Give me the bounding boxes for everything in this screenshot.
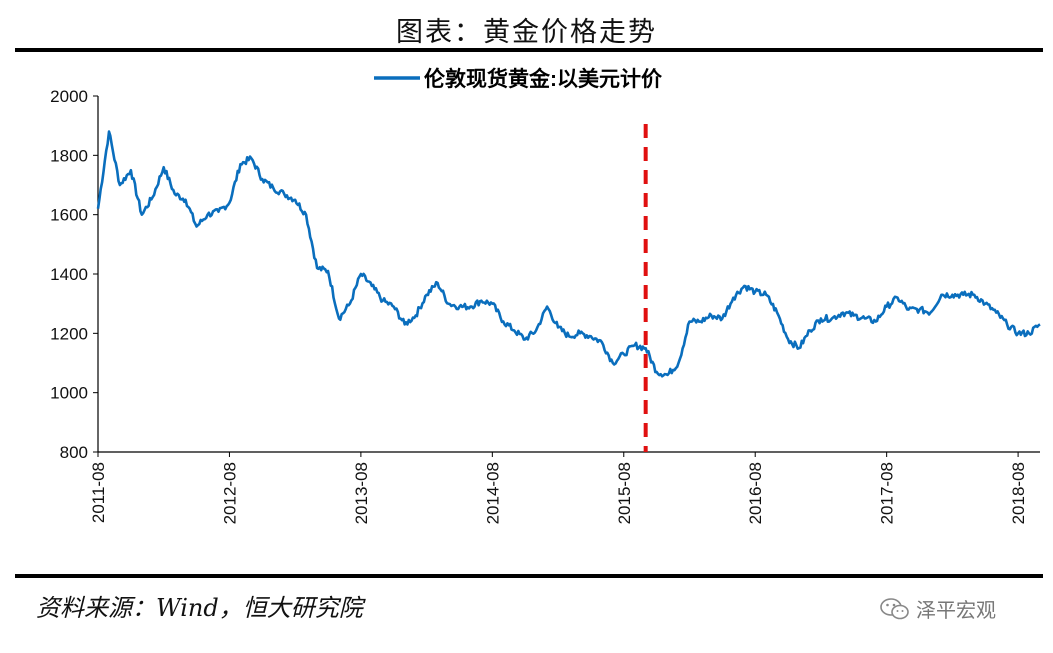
source-note: 资料来源：Wind，恒大研究院: [36, 594, 363, 622]
gold-price-chart: 伦敦现货黄金:以美元计价 800 1000 1200 1400 1600 1800 2000…: [50, 67, 1041, 524]
wechat-icon: [880, 597, 909, 619]
x-tick-label: 2016-08: [746, 462, 765, 524]
y-tick-label: 1600: [50, 206, 88, 225]
watermark-text: 泽平宏观: [916, 598, 996, 622]
y-tick-label: 1800: [50, 146, 88, 165]
watermark: 泽平宏观: [880, 594, 996, 623]
chart-title: 图表：黄金价格走势: [396, 17, 657, 48]
x-tick-label: 2015-08: [615, 462, 634, 524]
y-tick-label: 1200: [50, 324, 88, 343]
x-tick-label: 2012-08: [220, 462, 239, 524]
series-line-gold: [96, 130, 1041, 378]
axes: [97, 96, 1040, 453]
y-tick-label: 1400: [50, 265, 88, 284]
top-rule: [15, 48, 1043, 52]
y-tick-label: 800: [60, 443, 88, 462]
bottom-rule: [15, 574, 1043, 578]
x-tick-label: 2017-08: [878, 462, 897, 524]
legend: 伦敦现货黄金:以美元计价: [374, 67, 663, 91]
x-tick-label: 2014-08: [483, 462, 502, 524]
x-tick-label: 2018-08: [1009, 462, 1028, 524]
x-tick-label: 2011-08: [89, 462, 108, 523]
x-axis-ticks: 2011-08 2012-08 2013-08 2014-08 2015-08 2016-…: [89, 452, 1028, 524]
y-axis-ticks: 800 1000 1200 1400 1600 1800 2000: [50, 87, 98, 462]
x-tick-label: 2013-08: [352, 462, 371, 524]
y-tick-label: 1000: [50, 384, 88, 403]
legend-label: 伦敦现货黄金:以美元计价: [424, 67, 663, 91]
y-tick-label: 2000: [50, 87, 88, 106]
